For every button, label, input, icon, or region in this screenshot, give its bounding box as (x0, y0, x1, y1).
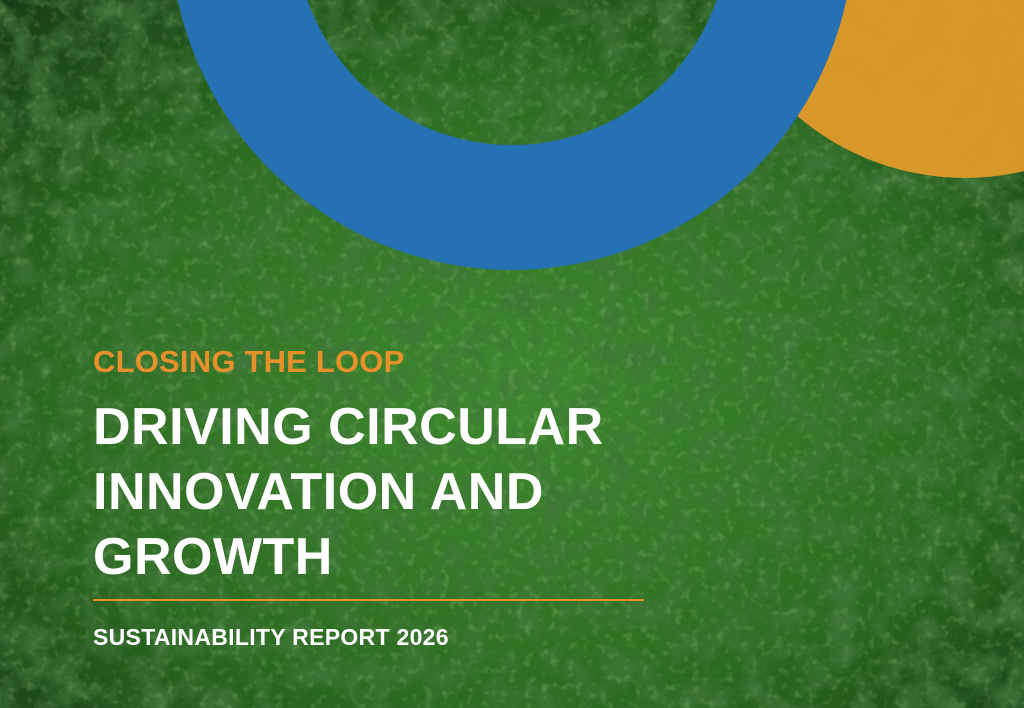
title-line: GROWTH (93, 528, 333, 586)
divider (93, 599, 644, 601)
subtitle: SUSTAINABILITY REPORT 2026 (93, 624, 449, 650)
title: DRIVING CIRCULAR INNOVATION AND GROWTH (93, 395, 604, 590)
title-line: DRIVING CIRCULAR (93, 398, 604, 456)
title-line: INNOVATION AND (93, 463, 544, 521)
kicker: CLOSING THE LOOP (93, 344, 405, 379)
